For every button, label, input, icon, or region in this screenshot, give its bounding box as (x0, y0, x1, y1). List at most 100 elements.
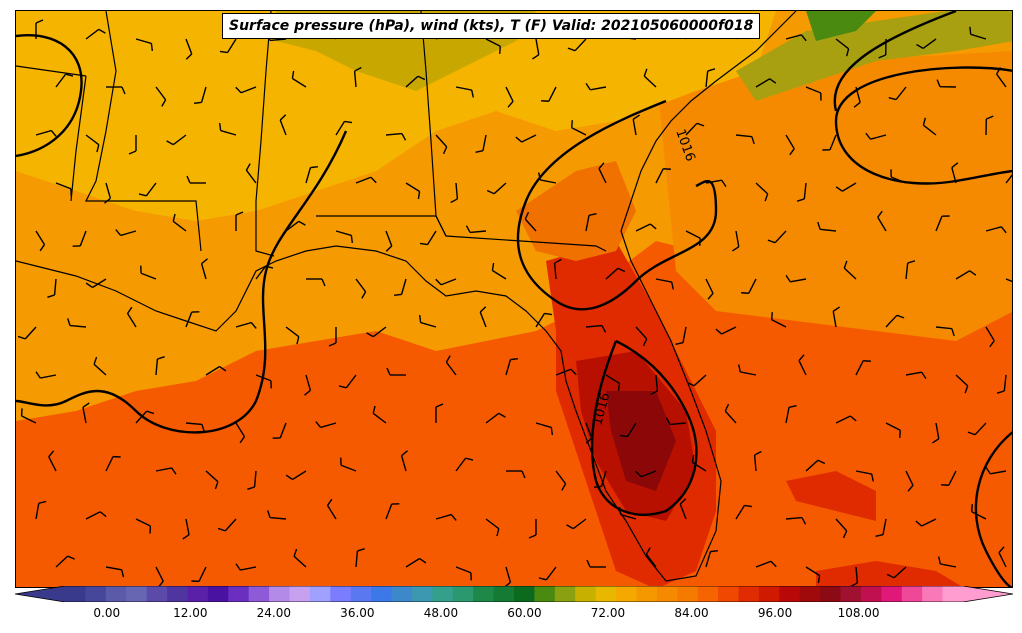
wind-barb (285, 470, 307, 481)
wind-barb (705, 179, 727, 187)
colorbar-cell (860, 586, 882, 602)
wind-barb (106, 86, 126, 95)
wind-barb (285, 326, 300, 345)
isobar-southeast (974, 431, 1012, 587)
wind-barb (235, 422, 246, 444)
colorbar-cell (146, 586, 168, 602)
wind-barb (735, 504, 753, 520)
wind-barb (418, 314, 437, 328)
wind-barb (35, 19, 44, 39)
wind-barb (817, 221, 837, 232)
temperature-colorbar (15, 586, 1013, 602)
wind-barb (922, 117, 937, 136)
wind-barb (877, 210, 887, 232)
wind-barb (205, 365, 227, 376)
wind-barb (941, 470, 957, 486)
wind-barb (822, 134, 837, 151)
wind-barb (105, 455, 121, 472)
wind-barb (191, 566, 207, 583)
wind-barb (635, 223, 657, 232)
wind-barb (724, 403, 737, 424)
wind-barb (35, 500, 47, 520)
wind-barb (553, 258, 562, 280)
colorbar-cell (656, 586, 678, 602)
wind-barb (967, 422, 987, 436)
wind-barb (304, 374, 312, 396)
colorbar-cell (758, 586, 780, 602)
colorbar-cell (65, 586, 86, 602)
wind-barb (835, 415, 857, 424)
wind-barb (585, 422, 593, 444)
colorbar-cell (269, 586, 290, 602)
wind-barb (665, 417, 687, 426)
wind-barb (771, 312, 787, 328)
wind-barb (586, 559, 606, 568)
wind-barb (55, 73, 74, 88)
wind-barb (435, 278, 457, 286)
wind-barb (538, 172, 557, 184)
wind-barb (686, 374, 707, 387)
atlantic-warm-fill (656, 51, 1012, 341)
wind-barb (140, 265, 157, 280)
wind-barb (315, 421, 337, 429)
north-warm-fill (16, 11, 776, 221)
wind-barb (255, 265, 274, 280)
wind-barb (235, 86, 257, 94)
wind-barb (878, 38, 887, 59)
wind-barb (998, 546, 1007, 568)
wind-barb (985, 115, 994, 136)
colorbar-cell (350, 586, 372, 602)
wind-barb (186, 175, 206, 184)
wind-barb (1005, 278, 1012, 286)
wind-barb (566, 518, 587, 530)
isobar-central (16, 130, 348, 434)
wind-barb (305, 165, 319, 184)
border-alabama-florida (316, 215, 607, 252)
colorbar-cell (718, 586, 739, 602)
wind-barb (753, 450, 762, 472)
wind-barb (585, 83, 607, 91)
colorbar-cell (309, 586, 331, 602)
wind-barb (219, 38, 237, 54)
wind-barb (17, 326, 37, 340)
wind-barb (20, 408, 37, 424)
wind-barb (535, 422, 554, 436)
wind-barb (935, 326, 955, 337)
wind-barb (326, 498, 337, 520)
wind-barb (419, 230, 437, 246)
florida-hottest-fill (606, 391, 676, 491)
cuba-hot-fill (816, 561, 963, 587)
wind-barb (135, 410, 155, 424)
wind-barb (805, 459, 826, 472)
wind-barb (135, 38, 154, 52)
isobars (16, 11, 1012, 587)
colorbar-cell (371, 586, 393, 602)
wind-barb (67, 318, 87, 328)
colorbar-tick-label: 12.00 (173, 606, 208, 620)
wind-barb (306, 278, 326, 287)
colorbar-cell (391, 586, 413, 602)
isobar-east-high (834, 66, 1012, 185)
colorbar-tick-label: 24.00 (256, 606, 292, 620)
wind-barb (35, 371, 57, 379)
isobar-florida (590, 339, 698, 516)
wind-barb (655, 168, 671, 184)
wind-barb (888, 86, 907, 101)
wind-barb (155, 467, 177, 475)
wind-barb (182, 518, 190, 540)
wind-barb (400, 450, 408, 472)
colorbar-min-arrow (15, 586, 65, 602)
wind-barb (435, 403, 444, 423)
wind-barb (755, 560, 777, 568)
colorbar-cell (207, 586, 229, 602)
wind-barb (916, 38, 937, 50)
wind-barb (291, 70, 307, 88)
wind-barb (619, 422, 637, 438)
wind-barb (567, 38, 587, 52)
wind-barb (465, 225, 487, 234)
colorbar-cell (330, 586, 352, 602)
wind-barb (835, 182, 857, 192)
wind-barb (405, 182, 421, 200)
wind-barb (355, 176, 377, 184)
wind-barb (935, 215, 950, 232)
